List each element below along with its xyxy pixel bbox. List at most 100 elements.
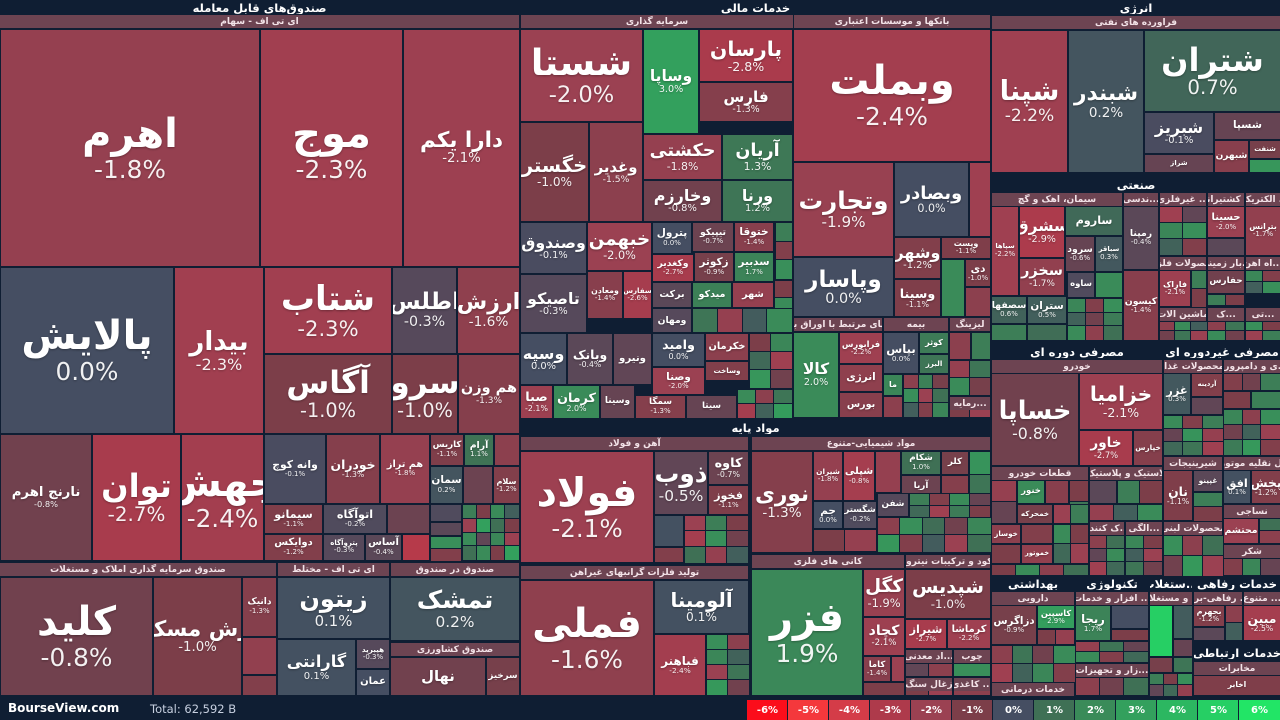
tile-وبانک[interactable]: وبانک -0.4% — [568, 334, 612, 384]
tile-cell[interactable] — [727, 650, 749, 665]
tile-سآبیک[interactable] — [1028, 325, 1066, 340]
tile-cell[interactable] — [776, 241, 792, 261]
tile-ساروم[interactable]: ساروم — [1066, 207, 1122, 235]
tile-cell[interactable] — [1246, 271, 1263, 282]
tile-cell[interactable] — [876, 452, 900, 492]
tile-کرمان[interactable]: کرمان 2.0% — [554, 386, 599, 418]
tile-آریا[interactable]: آریا — [902, 476, 940, 498]
tile-cell[interactable] — [878, 518, 901, 535]
tile-شراز[interactable]: شراز — [1145, 155, 1213, 172]
tile-خساپا[interactable]: خساپا -0.8% — [992, 374, 1078, 465]
tile-cell[interactable] — [954, 691, 990, 695]
tile-سپاها[interactable]: سپاها -2.2% — [992, 207, 1018, 295]
tile-cell[interactable] — [1192, 288, 1206, 307]
tile-cell[interactable] — [1250, 160, 1280, 172]
tile-cell[interactable] — [505, 546, 519, 561]
tile-کوثر[interactable]: کوثر — [920, 333, 948, 353]
tile-شپدیس[interactable]: شپدیس -1.0% — [906, 570, 990, 618]
tile-cell[interactable] — [1202, 429, 1223, 442]
tile-شگستر[interactable]: شگستر -0.2% — [844, 502, 876, 528]
tile-دارونو[interactable] — [495, 435, 519, 465]
tile-cell[interactable] — [1100, 678, 1124, 695]
tile-بپاس[interactable]: بپاس 0.0% — [884, 333, 918, 373]
tile-cell[interactable] — [1107, 549, 1124, 562]
tile-cell[interactable] — [1107, 536, 1124, 549]
tile-cell[interactable] — [1118, 481, 1140, 503]
tile-cell[interactable] — [750, 352, 771, 370]
tile-cell[interactable] — [1164, 429, 1184, 442]
tile-cell[interactable] — [706, 531, 727, 548]
tile-cell[interactable] — [771, 352, 792, 370]
tile-cell[interactable] — [463, 518, 477, 533]
tile-cell[interactable] — [693, 309, 718, 332]
tile-بجهرم[interactable]: بجهرم -1.2% — [1194, 606, 1224, 626]
tile-cell[interactable] — [1068, 299, 1086, 313]
tile-cell[interactable] — [970, 361, 990, 378]
tile-وساخت[interactable]: وساخت — [706, 362, 748, 380]
tile-cell[interactable] — [1160, 223, 1183, 239]
tile-cell[interactable] — [992, 545, 1020, 563]
tile-سلام[interactable]: سلام -1.2% — [494, 467, 519, 503]
tile-حفارس[interactable]: حفارس — [1208, 271, 1244, 293]
tile-cell[interactable] — [771, 334, 792, 352]
tile-ثبهساز[interactable] — [1174, 606, 1192, 638]
tile-cell[interactable] — [706, 516, 727, 532]
tile-cell[interactable] — [1038, 630, 1056, 644]
tile-وبصادر[interactable]: وبصادر 0.0% — [895, 163, 968, 236]
tile-شیران[interactable]: شیران -1.8% — [814, 452, 842, 500]
tile-cell[interactable] — [738, 404, 756, 418]
tile-نهال[interactable]: نهال — [391, 658, 485, 695]
tile-cell[interactable] — [767, 309, 793, 332]
tile-کلید[interactable]: کلید -0.8% — [1, 578, 152, 695]
tile-cell[interactable] — [1012, 646, 1034, 664]
tile-cell[interactable] — [1090, 562, 1107, 575]
tile-cell[interactable] — [1054, 544, 1071, 563]
tile-حکشتی[interactable]: حکشتی -1.8% — [644, 135, 721, 179]
tile-شپنا[interactable]: شپنا -2.2% — [992, 31, 1067, 172]
tile-دارا یکم[interactable]: دارا یکم -2.1% — [404, 30, 519, 266]
tile-دانیک[interactable]: دانیک -1.3% — [243, 578, 276, 636]
tile-شفن[interactable]: شفن — [878, 494, 908, 516]
tile-cell[interactable] — [970, 378, 990, 395]
tile-خوساز[interactable]: خوساز — [992, 525, 1020, 543]
tile-بیدار[interactable]: بیدار -2.3% — [175, 268, 263, 433]
tile-cell[interactable] — [945, 534, 969, 552]
tile-کاریس[interactable]: کاریس -1.1% — [431, 435, 463, 465]
tile-cell[interactable] — [1263, 331, 1280, 340]
tile-cell[interactable] — [491, 518, 505, 533]
tile-cell[interactable] — [1226, 331, 1244, 340]
tile-cell[interactable] — [1104, 299, 1122, 313]
tile-هم وزن[interactable]: هم وزن -1.3% — [459, 355, 519, 433]
tile-cell[interactable] — [1226, 295, 1244, 305]
tile-cell[interactable] — [727, 635, 749, 650]
tile-فسبزوار[interactable] — [655, 516, 683, 546]
tile-اطلس[interactable]: اطلس-0.3% — [393, 268, 456, 353]
tile-ستران[interactable]: ستران 0.5% — [1028, 297, 1066, 323]
tile-cell[interactable] — [992, 663, 1013, 682]
tile-دماوند[interactable] — [1194, 628, 1224, 640]
tile-cell[interactable] — [1164, 536, 1184, 556]
tile-cell[interactable] — [1016, 565, 1040, 575]
tile-cell[interactable] — [776, 223, 792, 242]
tile-cell[interactable] — [918, 403, 934, 417]
tile-حتاید[interactable] — [1208, 239, 1244, 255]
tile-cell[interactable] — [1246, 322, 1263, 331]
tile-cell[interactable] — [775, 281, 792, 298]
tile-cell[interactable] — [1076, 642, 1100, 652]
tile-فاراک[interactable]: فاراک -2.1% — [1160, 271, 1190, 306]
tile-cell[interactable] — [491, 505, 505, 519]
tile-cell[interactable] — [1124, 652, 1148, 662]
tile-امین شهر[interactable] — [243, 676, 276, 695]
tile-شبریز[interactable]: شبریز -0.1% — [1145, 113, 1213, 153]
tile-سیمرغ[interactable] — [1252, 392, 1280, 408]
tile-فیروزه[interactable] — [464, 467, 492, 503]
tile-وخارزم[interactable]: وخارزم -0.8% — [644, 181, 721, 221]
tile-وشهر[interactable]: وشهر -1.2% — [895, 238, 940, 278]
tile-cell[interactable] — [1183, 416, 1204, 429]
tile-دوایکس[interactable]: دوایکس -1.2% — [265, 535, 322, 560]
tile-cell[interactable] — [906, 664, 929, 676]
tile-وتجارت[interactable]: وتجارت -1.9% — [794, 163, 893, 256]
tile-cell[interactable] — [1190, 331, 1207, 340]
tile-cell[interactable] — [1224, 440, 1243, 455]
tile-سدبیر[interactable]: سدبیر 1.7% — [735, 253, 773, 281]
